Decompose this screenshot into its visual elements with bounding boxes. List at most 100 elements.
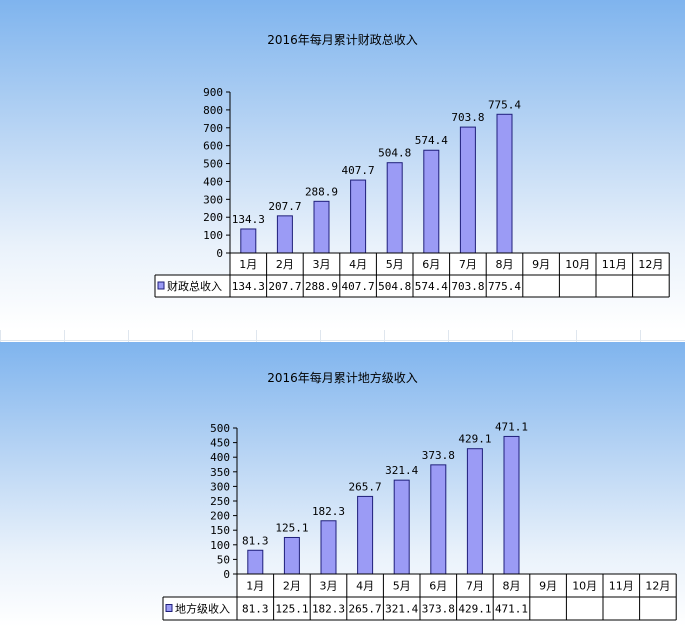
table-value: 574.4 [415, 280, 448, 293]
table-value: 134.3 [232, 280, 265, 293]
y-tick-label: 100 [203, 229, 223, 242]
category-label: 3月 [320, 580, 338, 593]
data-label: 288.9 [305, 185, 338, 198]
data-label: 125.1 [275, 521, 308, 534]
category-label: 2月 [283, 580, 301, 593]
bar [503, 435, 520, 575]
bar [357, 495, 374, 575]
legend-key [165, 604, 173, 612]
bar [393, 479, 410, 575]
legend-series-name: 财政总收入 [167, 279, 222, 293]
table-value: 321.4 [385, 603, 418, 616]
y-tick-label: 350 [210, 466, 230, 479]
category-label: 1月 [246, 580, 264, 593]
category-label: 11月 [609, 580, 634, 593]
table-value: 288.9 [305, 280, 338, 293]
category-label: 10月 [572, 580, 597, 593]
bar [423, 149, 440, 254]
table-value: 182.3 [312, 603, 345, 616]
table-value: 504.8 [378, 280, 411, 293]
category-label: 3月 [313, 258, 331, 271]
data-label: 207.7 [268, 200, 301, 213]
bar [276, 215, 293, 254]
data-label: 407.7 [342, 164, 375, 177]
y-tick-label: 700 [203, 122, 223, 135]
table-value: 471.1 [495, 603, 528, 616]
bar [459, 126, 476, 254]
table-value: 703.8 [451, 280, 484, 293]
table-value: 125.1 [275, 603, 308, 616]
data-label: 574.4 [415, 134, 448, 147]
y-tick-label: 0 [216, 247, 223, 260]
table-value: 429.1 [458, 603, 491, 616]
y-tick-label: 300 [210, 480, 230, 493]
legend-series-name: 地方级收入 [175, 602, 230, 616]
category-label: 9月 [539, 580, 557, 593]
table-value: 373.8 [422, 603, 455, 616]
y-tick-label: 50 [217, 553, 230, 566]
data-label: 321.4 [385, 464, 418, 477]
y-tick-label: 200 [210, 510, 230, 523]
category-label: 8月 [496, 258, 514, 271]
data-label: 265.7 [349, 480, 382, 493]
chart-title: 2016年每月累计财政总收入 [267, 33, 418, 47]
data-table-row-bg [155, 275, 670, 297]
y-tick-label: 0 [223, 568, 230, 581]
category-label: 6月 [422, 258, 440, 271]
category-label: 6月 [429, 580, 447, 593]
category-label: 9月 [532, 258, 550, 271]
chart-local-revenue[interactable]: 2016年每月累计地方级收入 0 50 100 150 200 250 300 350 400 4… [0, 342, 685, 627]
category-label: 12月 [645, 580, 670, 593]
data-label: 429.1 [458, 433, 491, 446]
data-label: 81.3 [242, 534, 269, 547]
bar [466, 448, 483, 575]
data-label: 373.8 [422, 449, 455, 462]
table-value: 407.7 [342, 280, 375, 293]
y-tick-label: 200 [203, 211, 223, 224]
bar [430, 464, 447, 575]
y-tick-label: 150 [210, 524, 230, 537]
data-label: 182.3 [312, 505, 345, 518]
category-label: 10月 [565, 258, 590, 271]
chart-plot-area: 0100200300400500600700800900134.3207.728… [154, 86, 670, 298]
data-label: 703.8 [451, 111, 484, 124]
y-tick-label: 500 [210, 422, 230, 435]
category-label: 2月 [276, 258, 294, 271]
category-label: 8月 [503, 580, 521, 593]
table-value: 81.3 [242, 603, 269, 616]
bar [247, 549, 264, 575]
y-tick-label: 300 [203, 193, 223, 206]
bar [313, 200, 330, 254]
category-label: 11月 [602, 258, 627, 271]
data-label: 471.1 [495, 420, 528, 433]
bar [320, 520, 337, 575]
y-tick-label: 250 [210, 495, 230, 508]
table-value: 207.7 [268, 280, 301, 293]
category-label: 4月 [349, 258, 367, 271]
y-tick-label: 900 [203, 86, 223, 99]
bar [386, 162, 403, 254]
category-label: 4月 [356, 580, 374, 593]
y-tick-label: 800 [203, 104, 223, 117]
y-tick-label: 500 [203, 158, 223, 171]
chart-total-fiscal-revenue[interactable]: 2016年每月累计财政总收入 0 100 200 300 400 500 600 700 800… [0, 0, 685, 330]
category-label: 7月 [466, 580, 484, 593]
y-tick-label: 400 [210, 451, 230, 464]
data-label: 134.3 [232, 213, 265, 226]
data-label: 775.4 [488, 98, 521, 111]
chart-title: 2016年每月累计地方级收入 [267, 371, 418, 385]
y-tick-label: 400 [203, 175, 223, 188]
category-label: 7月 [459, 258, 477, 271]
data-label: 504.8 [378, 147, 411, 160]
bar [496, 113, 513, 254]
category-label: 5月 [386, 258, 404, 271]
category-label: 1月 [239, 258, 257, 271]
category-label: 5月 [393, 580, 411, 593]
bar [350, 179, 367, 254]
legend-key [157, 281, 165, 290]
y-tick-label: 600 [203, 140, 223, 153]
category-label: 12月 [638, 258, 663, 271]
table-value: 775.4 [488, 280, 521, 293]
table-value: 265.7 [349, 603, 382, 616]
